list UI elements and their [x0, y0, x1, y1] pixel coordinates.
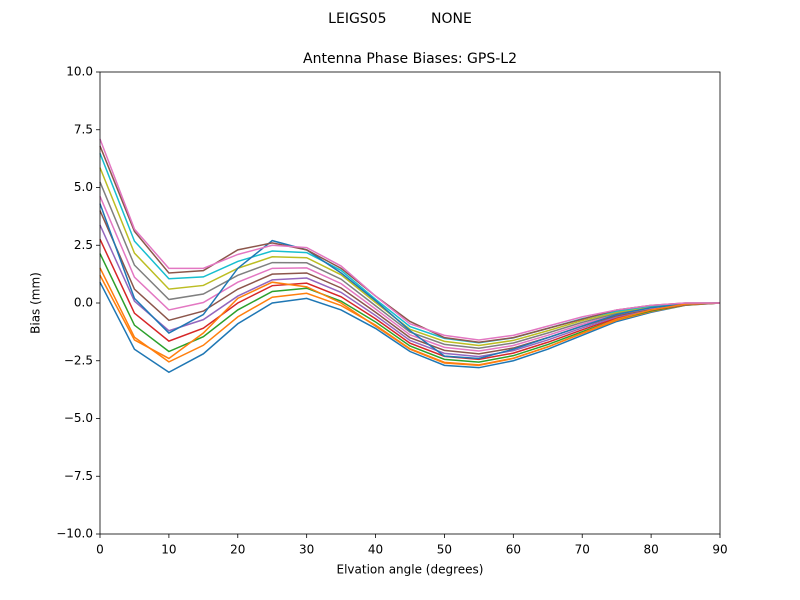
x-axis-label: Elvation angle (degrees): [337, 563, 484, 577]
data-line: [99, 274, 721, 367]
x-tick-label: 40: [368, 543, 383, 557]
y-tick-label: −7.5: [64, 469, 93, 483]
data-line: [99, 167, 721, 347]
x-tick-label: 0: [96, 543, 104, 557]
y-tick-label: 0.0: [74, 296, 93, 310]
data-line: [99, 181, 721, 350]
y-tick-label: −2.5: [64, 353, 93, 367]
plot-frame: [99, 71, 721, 535]
data-line: [99, 203, 721, 360]
y-tick-label: −5.0: [64, 411, 93, 425]
y-tick-label: −10.0: [56, 527, 93, 541]
x-tick-label: 80: [643, 543, 658, 557]
y-tick-label: 5.0: [74, 180, 93, 194]
y-tick-label: 10.0: [66, 65, 93, 79]
x-tick-label: 60: [506, 543, 521, 557]
y-tick-label: 2.5: [74, 238, 93, 252]
x-tick-label: 10: [161, 543, 176, 557]
x-tick-label: 50: [437, 543, 452, 557]
data-line: [99, 138, 720, 341]
x-tick-label: 30: [299, 543, 314, 557]
x-tick-label: 70: [575, 543, 590, 557]
data-line: [99, 281, 721, 374]
x-tick-label: 90: [712, 543, 727, 557]
data-line: [99, 224, 721, 358]
data-line: [99, 153, 721, 344]
y-axis-label: Bias (mm): [29, 272, 43, 334]
data-line: [99, 238, 721, 361]
chart-title: Antenna Phase Biases: GPS-L2: [303, 51, 517, 67]
x-tick-label: 20: [230, 543, 245, 557]
data-line: [99, 210, 721, 355]
suptitle: LEIGS05 NONE: [328, 11, 472, 27]
y-tick-label: 7.5: [74, 122, 93, 136]
